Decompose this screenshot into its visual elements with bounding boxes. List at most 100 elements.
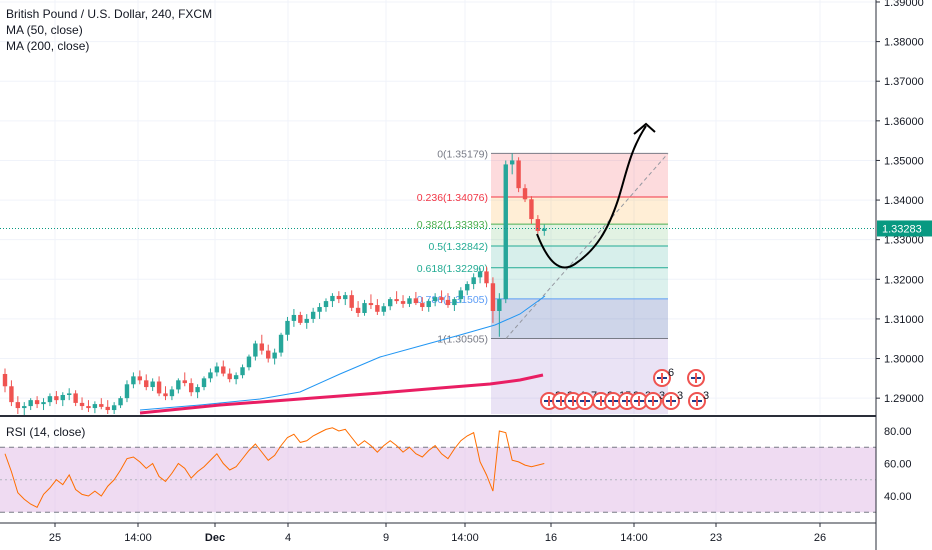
candle-body xyxy=(266,350,271,359)
candle-body xyxy=(542,228,547,231)
price-tick-label: 1.33000 xyxy=(884,235,924,247)
candle-body xyxy=(490,283,496,311)
event-count: 3 xyxy=(659,390,665,402)
candle-body xyxy=(420,303,425,308)
candle-body xyxy=(99,404,104,407)
candle-body xyxy=(535,219,541,231)
candle-body xyxy=(9,386,14,403)
time-tick-label: 4 xyxy=(285,532,291,544)
current-price-label: 1.33283 xyxy=(882,223,922,235)
candle-body xyxy=(343,295,348,300)
candle-body xyxy=(22,406,27,409)
candle-body xyxy=(465,284,470,291)
fib-trend-line[interactable] xyxy=(505,153,669,339)
candle-body xyxy=(310,311,316,319)
price-tick-label: 1.29000 xyxy=(884,393,924,405)
fib-level-label: 0(1.35179) xyxy=(437,148,488,160)
candle-body xyxy=(426,301,431,308)
candle-body xyxy=(394,299,399,302)
rsi-tick-label: 60.00 xyxy=(884,459,912,471)
candle-body xyxy=(169,389,175,397)
candle-body xyxy=(246,356,252,368)
candle-body xyxy=(214,366,220,373)
ma200-label[interactable]: MA (200, close) xyxy=(6,39,90,53)
candle-body xyxy=(201,378,207,388)
candle-body xyxy=(253,343,258,357)
candle-body xyxy=(54,396,59,401)
candle-body xyxy=(368,303,374,306)
candle-body xyxy=(2,373,8,387)
candle-body xyxy=(41,402,46,405)
event-count: 3 xyxy=(703,390,709,402)
fib-zone-lower xyxy=(491,299,668,339)
candle-body xyxy=(323,301,329,308)
candle-body xyxy=(105,406,110,411)
candle-body xyxy=(92,404,98,409)
candle-body xyxy=(407,298,412,304)
candle-body xyxy=(362,303,367,313)
price-tick-label: 1.38000 xyxy=(884,37,924,49)
price-tick-label: 1.34000 xyxy=(884,195,924,207)
candle-body xyxy=(278,334,284,353)
time-tick-label: 23 xyxy=(710,532,722,544)
rsi-tick-label: 80.00 xyxy=(884,426,912,438)
price-tick-label: 1.30000 xyxy=(884,354,924,366)
price-tick-label: 1.32000 xyxy=(884,274,924,286)
candle-body xyxy=(79,402,85,407)
candle-body xyxy=(111,405,117,411)
fib-level-label: 0.382(1.33393) xyxy=(417,219,488,231)
candle-body xyxy=(355,307,361,313)
rsi-legend: RSI (14, close) xyxy=(6,424,85,440)
economic-events[interactable]: 6234721522333 xyxy=(540,367,709,410)
candle-body xyxy=(458,290,464,300)
candle-body xyxy=(144,380,149,388)
ma50-label[interactable]: MA (50, close) xyxy=(6,23,83,37)
candle-body xyxy=(285,320,290,335)
time-tick-label: 25 xyxy=(49,532,61,544)
candle-body xyxy=(432,297,438,302)
rsi-tick-label: 40.00 xyxy=(884,491,912,503)
candle-body xyxy=(336,295,342,300)
price-tick-label: 1.31000 xyxy=(884,314,924,326)
candle-body xyxy=(298,314,303,323)
candle-body xyxy=(291,314,297,321)
projection-curve[interactable] xyxy=(536,125,647,269)
rsi-pane xyxy=(0,427,876,513)
time-tick-label: 26 xyxy=(814,532,826,544)
rsi-label[interactable]: RSI (14, close) xyxy=(6,425,86,439)
fib-zone xyxy=(491,267,668,299)
candle-body xyxy=(503,164,508,300)
symbol-title[interactable]: British Pound / U.S. Dollar, 240, FXCM xyxy=(6,7,213,21)
fib-zone xyxy=(491,224,668,246)
candle-body xyxy=(86,406,91,409)
candle-body xyxy=(208,372,213,379)
candle-body xyxy=(156,381,162,394)
candle-body xyxy=(182,380,187,384)
ma50-line xyxy=(139,295,546,411)
candle-body xyxy=(317,307,322,312)
fib-zone xyxy=(491,197,668,225)
candle-body xyxy=(516,160,521,189)
candle-body xyxy=(400,301,406,304)
candle-body xyxy=(221,366,226,374)
price-tick-label: 1.39000 xyxy=(884,0,924,9)
candle-body xyxy=(195,387,200,393)
current-price-badge xyxy=(877,220,932,237)
grid xyxy=(0,0,876,522)
candle-body xyxy=(349,295,354,308)
main-legend: British Pound / U.S. Dollar, 240, FXCM M… xyxy=(6,6,212,54)
moving-average-lines xyxy=(0,227,876,415)
arrow-head-icon xyxy=(633,122,656,135)
time-tick-label: 16 xyxy=(545,532,557,544)
user-drawings[interactable] xyxy=(536,122,656,269)
candle-body xyxy=(375,305,380,312)
candle-body xyxy=(118,398,123,406)
candlestick-series xyxy=(2,153,547,416)
candle-body xyxy=(445,299,451,306)
candle-body xyxy=(522,188,528,200)
time-tick-label: 9 xyxy=(383,532,389,544)
price-tick-label: 1.35000 xyxy=(884,155,924,167)
candle-body xyxy=(73,393,78,403)
